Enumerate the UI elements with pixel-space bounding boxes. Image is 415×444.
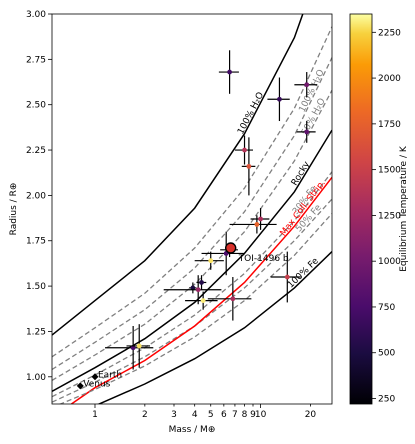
y-axis-ticks: 1.00 1.25 1.50 1.75 2.00 2.25 2.50 2.75 3.00	[26, 10, 52, 383]
y-tick-label-7: 2.75	[26, 55, 46, 65]
x-tick-label-4: 5	[208, 410, 214, 420]
planet-17	[126, 324, 151, 368]
planet-18	[270, 251, 301, 303]
colorbar-tick-label-1: 500	[378, 349, 395, 359]
y-tick-label-0: 1.00	[26, 373, 46, 383]
planet-11	[196, 275, 207, 290]
curve-9	[97, 251, 332, 404]
curve-8	[58, 213, 332, 404]
colorbar	[349, 13, 373, 405]
planet-marker	[195, 287, 201, 293]
x-tick-label-3: 4	[192, 410, 198, 420]
colorbar-tick-label-6: 1750	[378, 120, 401, 130]
planet-0	[218, 50, 239, 94]
y-tick-label-3: 1.75	[26, 237, 46, 247]
planet-marker	[199, 280, 204, 285]
colorbar-tick-label-5: 1500	[378, 166, 401, 176]
planet-6	[250, 208, 270, 230]
planet-marker	[277, 96, 282, 102]
curve-label-9: 100% Fe	[286, 256, 321, 290]
y-tick-label-8: 3.00	[26, 10, 46, 20]
planet-12	[189, 282, 197, 294]
planet-marker	[136, 343, 142, 349]
x-tick-label-0: 1	[92, 410, 98, 420]
planet-marker	[130, 345, 136, 351]
planet-16	[105, 326, 154, 370]
x-tick-label-8: 9	[250, 410, 256, 420]
planet-marker	[242, 147, 247, 153]
planet-9	[201, 231, 245, 276]
reference-marker-0	[91, 373, 99, 381]
colorbar-tick-label-8: 2250	[378, 28, 401, 38]
planet-marker	[284, 274, 290, 280]
planet-points	[105, 50, 318, 370]
planet-14	[185, 291, 218, 310]
colorbar-tick-label-0: 250	[378, 395, 395, 405]
planet-marker	[304, 82, 310, 88]
planet-4	[234, 135, 253, 165]
y-tick-label-4: 2.00	[26, 191, 46, 201]
x-axis-ticks: 1 2 3 4 5 6 7 8 910 20	[92, 404, 316, 420]
colorbar-label: Equilibrium Temperature / K	[399, 145, 409, 272]
curve-label-0: 100% H₂O	[236, 91, 266, 136]
planet-13	[163, 275, 222, 305]
x-tick-label-2: 3	[171, 410, 177, 420]
curve-4	[52, 129, 332, 392]
y-axis-label: Radius / R⊕	[9, 183, 19, 236]
x-tick-label-7: 8	[242, 410, 248, 420]
highlight-marker	[224, 242, 237, 254]
colorbar-tick-label-4: 1250	[378, 211, 401, 221]
x-tick-label-5: 6	[221, 410, 227, 420]
planet-marker	[246, 163, 252, 169]
planet-marker	[190, 285, 196, 291]
planet-marker	[254, 222, 260, 227]
curve-1	[52, 26, 332, 358]
colorbar-tick-label-3: 1000	[378, 257, 401, 267]
x-axis-label: Mass / M⊕	[169, 425, 216, 435]
y-tick-label-1: 1.25	[26, 327, 46, 337]
planet-marker	[258, 216, 263, 222]
x-tick-label-10: 20	[305, 410, 317, 420]
planet-5	[241, 137, 256, 196]
planet-marker	[227, 69, 232, 75]
colorbar-ticks: 250 500 750 1000 1250 1500 1750 2000 2250	[372, 28, 401, 405]
x-tick-label-9: 10	[255, 410, 267, 420]
planet-10	[194, 251, 224, 270]
planet-3	[296, 121, 316, 143]
curve-0	[52, 14, 304, 336]
y-tick-label-5: 2.25	[26, 146, 46, 156]
x-tick-label-1: 2	[142, 410, 148, 420]
plot-frame	[51, 13, 333, 405]
y-tick-label-2: 1.50	[26, 282, 46, 292]
planet-7	[229, 215, 277, 234]
planet-marker	[200, 298, 206, 304]
x-tick-label-6: 7	[232, 410, 238, 420]
curve-3	[52, 89, 332, 381]
reference-label-1: Venus	[83, 379, 110, 389]
reference-marker-1	[76, 382, 84, 390]
planet-15	[207, 277, 252, 321]
curve-label-4: Rocky	[290, 159, 313, 187]
planet-marker	[304, 129, 310, 135]
curve-7	[70, 176, 332, 404]
y-tick-label-6: 2.50	[26, 101, 46, 111]
planet-marker	[208, 258, 214, 264]
reference-label-0: Earth	[98, 370, 122, 380]
planet-2	[294, 72, 318, 98]
colorbar-tick-label-7: 2000	[378, 74, 401, 84]
curve-2	[52, 57, 332, 371]
planet-marker	[230, 296, 236, 302]
highlight-label: TOI-1496 b	[238, 254, 289, 264]
planet-1	[267, 77, 290, 122]
colorbar-tick-label-2: 750	[378, 303, 395, 313]
